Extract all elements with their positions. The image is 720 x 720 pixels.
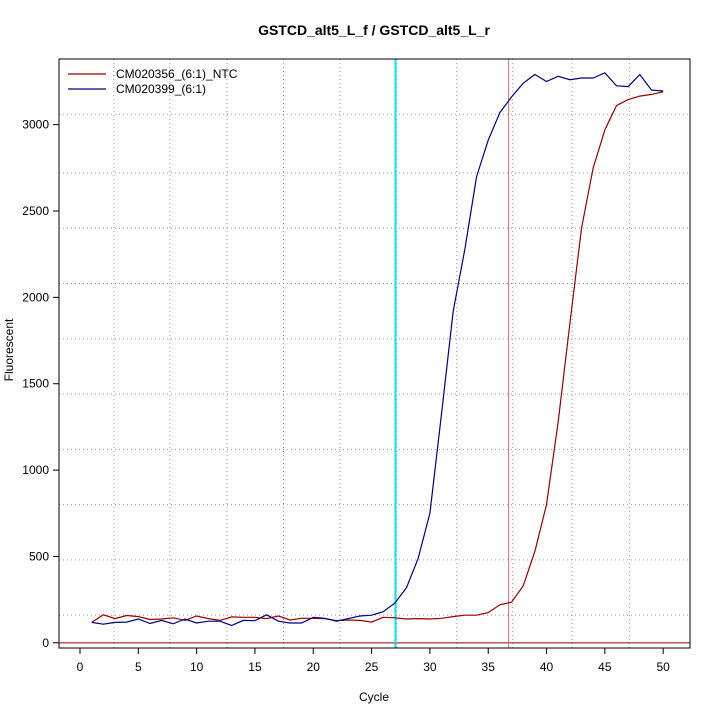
x-tick-label: 15 (248, 660, 262, 674)
y-tick-label: 1000 (22, 463, 49, 477)
x-tick-label: 50 (656, 660, 670, 674)
x-tick-label: 5 (135, 660, 142, 674)
plot-frame (58, 58, 691, 649)
x-tick-label: 40 (540, 660, 554, 674)
y-tick-label: 500 (29, 549, 49, 563)
x-axis-label: Cycle (359, 690, 389, 704)
y-tick-label: 3000 (22, 118, 49, 132)
x-tick-label: 45 (598, 660, 612, 674)
x-tick-label: 25 (365, 660, 379, 674)
series-line-2 (91, 72, 664, 627)
y-tick-label: 0 (42, 636, 49, 650)
x-tick-label: 10 (190, 660, 204, 674)
y-tick-label: 2000 (22, 290, 49, 304)
x-tick-label: 0 (77, 660, 84, 674)
x-tick-label: 30 (423, 660, 437, 674)
x-tick-label: 20 (307, 660, 321, 674)
legend-label-1: CM020356_(6:1)_NTC (116, 67, 238, 81)
y-tick-label: 1500 (22, 377, 49, 391)
chart-title: GSTCD_alt5_L_f / GSTCD_alt5_L_r (258, 22, 490, 38)
series-line-1 (91, 91, 664, 623)
y-tick-label: 2500 (22, 204, 49, 218)
y-axis-label: Fluorescent (2, 318, 16, 381)
x-tick-label: 35 (482, 660, 496, 674)
legend-label-2: CM020399_(6:1) (116, 82, 206, 96)
plot-area: 0 5 10 15 20 25 30 35 40 45 5005001000150020002500… (22, 58, 691, 674)
